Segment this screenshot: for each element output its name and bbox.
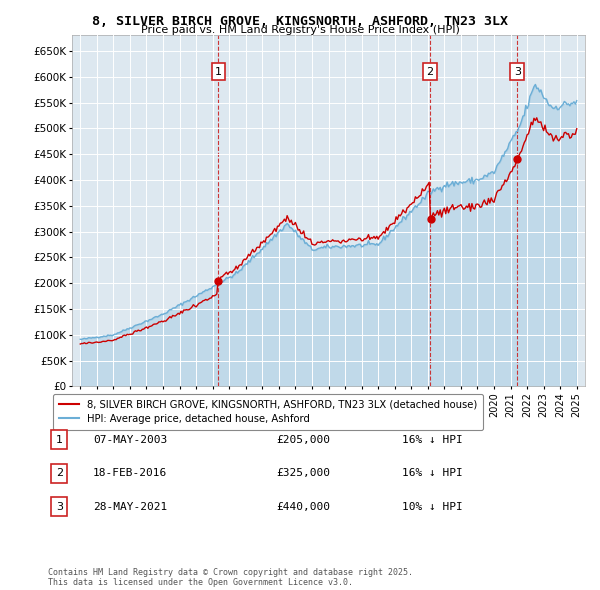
Text: 8, SILVER BIRCH GROVE, KINGSNORTH, ASHFORD, TN23 3LX: 8, SILVER BIRCH GROVE, KINGSNORTH, ASHFO… xyxy=(92,15,508,28)
Text: Contains HM Land Registry data © Crown copyright and database right 2025.
This d: Contains HM Land Registry data © Crown c… xyxy=(48,568,413,587)
Text: 1: 1 xyxy=(215,67,222,77)
Text: 2: 2 xyxy=(56,468,63,478)
Legend: 8, SILVER BIRCH GROVE, KINGSNORTH, ASHFORD, TN23 3LX (detached house), HPI: Aver: 8, SILVER BIRCH GROVE, KINGSNORTH, ASHFO… xyxy=(53,394,483,430)
Text: 1: 1 xyxy=(56,435,63,444)
Text: 16% ↓ HPI: 16% ↓ HPI xyxy=(402,435,463,444)
Text: 3: 3 xyxy=(514,67,521,77)
Text: 28-MAY-2021: 28-MAY-2021 xyxy=(93,502,167,512)
Text: 18-FEB-2016: 18-FEB-2016 xyxy=(93,468,167,478)
Text: £205,000: £205,000 xyxy=(276,435,330,444)
Text: 2: 2 xyxy=(427,67,434,77)
Text: 16% ↓ HPI: 16% ↓ HPI xyxy=(402,468,463,478)
Text: 3: 3 xyxy=(56,502,63,512)
Text: £440,000: £440,000 xyxy=(276,502,330,512)
Text: 10% ↓ HPI: 10% ↓ HPI xyxy=(402,502,463,512)
Text: Price paid vs. HM Land Registry's House Price Index (HPI): Price paid vs. HM Land Registry's House … xyxy=(140,25,460,35)
Text: 07-MAY-2003: 07-MAY-2003 xyxy=(93,435,167,444)
Text: £325,000: £325,000 xyxy=(276,468,330,478)
